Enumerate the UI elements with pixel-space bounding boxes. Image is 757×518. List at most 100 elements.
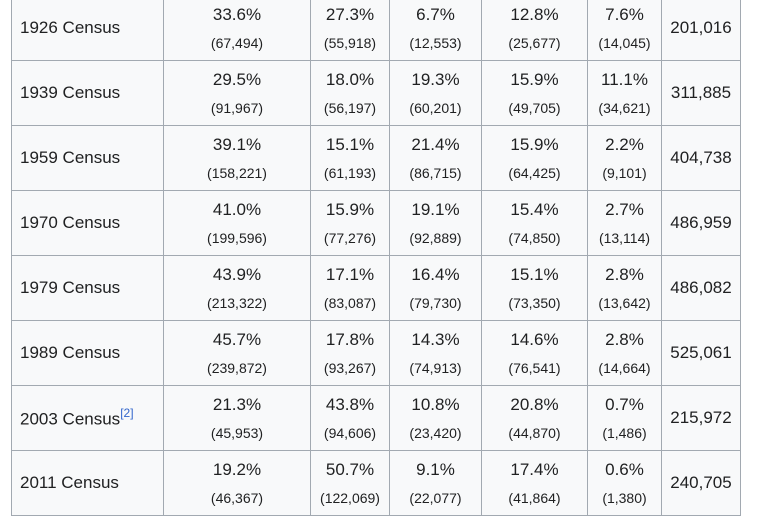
census-year-cell: 1959 Census <box>11 125 164 191</box>
census-year-label: 1926 Census <box>20 18 121 37</box>
percentage-cell: 2.2% (9,101) <box>587 125 662 191</box>
percentage-cell: 39.1% (158,221) <box>163 125 311 191</box>
census-year-cell: 1979 Census <box>11 255 164 321</box>
population-count: (86,715) <box>409 164 462 181</box>
percentage-cell: 43.9% (213,322) <box>163 255 311 321</box>
percentage-value: 2.8% <box>605 329 644 349</box>
percentage-cell: 6.7% (12,553) <box>389 0 482 61</box>
census-year-label: 1939 Census <box>20 83 121 102</box>
percentage-cell: 17.8% (93,267) <box>310 320 390 386</box>
percentage-value: 17.8% <box>325 329 375 349</box>
census-year-label: 1989 Census <box>20 343 121 362</box>
percentage-cell: 19.3% (60,201) <box>389 60 482 126</box>
percentage-cell: 15.1% (73,350) <box>481 255 588 321</box>
percentage-cell: 0.6% (1,380) <box>587 450 662 516</box>
percentage-value: 0.7% <box>605 394 644 414</box>
percentage-cell: 14.6% (76,541) <box>481 320 588 386</box>
population-count: (25,677) <box>508 34 561 51</box>
total-population-cell: 404,738 <box>661 125 741 191</box>
population-count: (61,193) <box>323 164 377 181</box>
percentage-value: 10.8% <box>411 394 460 414</box>
census-year-label: 1979 Census <box>20 278 121 297</box>
percentage-value: 15.4% <box>510 199 559 219</box>
census-year-cell: 1970 Census <box>11 190 164 256</box>
population-count: (73,350) <box>508 294 561 311</box>
total-population-cell: 201,016 <box>661 0 741 61</box>
census-year-cell: 1989 Census <box>11 320 164 386</box>
census-table-body: 1926 Census 33.6% (67,494) 27.3% (55,918) 6.7… <box>11 0 741 516</box>
population-count: (79,730) <box>409 294 462 311</box>
percentage-cell: 0.7% (1,486) <box>587 385 662 451</box>
population-count: (213,322) <box>207 294 267 311</box>
percentage-value: 15.9% <box>510 69 559 89</box>
percentage-cell: 17.4% (41,864) <box>481 450 588 516</box>
reference-link[interactable]: [2] <box>120 405 134 420</box>
total-population-cell: 215,972 <box>661 385 741 451</box>
table-row: 2011 Census 19.2% (46,367) 50.7% (122,069) 9.… <box>11 450 741 516</box>
population-count: (60,201) <box>409 99 462 116</box>
percentage-cell: 2.8% (13,642) <box>587 255 662 321</box>
percentage-cell: 15.9% (64,425) <box>481 125 588 191</box>
percentage-value: 39.1% <box>212 134 262 154</box>
percentage-value: 15.9% <box>510 134 559 154</box>
census-year-cell: 2003 Census[2] <box>11 385 164 451</box>
population-count: (45,953) <box>210 424 264 441</box>
population-count: (34,621) <box>598 99 651 116</box>
percentage-value: 45.7% <box>212 329 262 349</box>
percentage-cell: 9.1% (22,077) <box>389 450 482 516</box>
total-population-cell: 486,082 <box>661 255 741 321</box>
percentage-value: 50.7% <box>325 459 375 479</box>
percentage-cell: 14.3% (74,913) <box>389 320 482 386</box>
census-table: 1926 Census 33.6% (67,494) 27.3% (55,918) 6.7… <box>11 0 741 516</box>
table-row: 1970 Census 41.0% (199,596) 15.9% (77,276) 19… <box>11 190 741 256</box>
percentage-cell: 15.9% (49,705) <box>481 60 588 126</box>
census-year-label: 2011 Census <box>20 473 119 492</box>
population-count: (55,918) <box>323 34 377 51</box>
percentage-value: 6.7% <box>416 4 455 24</box>
population-count: (64,425) <box>508 164 561 181</box>
percentage-cell: 18.0% (56,197) <box>310 60 390 126</box>
percentage-cell: 17.1% (83,087) <box>310 255 390 321</box>
population-count: (44,870) <box>508 424 561 441</box>
population-count: (67,494) <box>210 34 264 51</box>
percentage-cell: 43.8% (94,606) <box>310 385 390 451</box>
percentage-value: 19.2% <box>212 459 262 479</box>
percentage-value: 11.1% <box>601 69 648 89</box>
percentage-value: 41.0% <box>212 199 262 219</box>
percentage-value: 15.9% <box>325 199 375 219</box>
percentage-cell: 27.3% (55,918) <box>310 0 390 61</box>
population-count: (9,101) <box>602 164 647 181</box>
percentage-cell: 45.7% (239,872) <box>163 320 311 386</box>
table-row: 1939 Census 29.5% (91,967) 18.0% (56,197) 19.… <box>11 60 741 126</box>
percentage-cell: 21.4% (86,715) <box>389 125 482 191</box>
population-count: (91,967) <box>210 99 264 116</box>
percentage-cell: 19.2% (46,367) <box>163 450 311 516</box>
percentage-cell: 11.1% (34,621) <box>587 60 662 126</box>
population-count: (1,486) <box>602 424 647 441</box>
population-count: (76,541) <box>508 359 561 376</box>
census-year-label: 2003 Census <box>20 409 121 429</box>
percentage-cell: 15.4% (74,850) <box>481 190 588 256</box>
population-count: (77,276) <box>323 229 377 246</box>
percentage-value: 19.1% <box>411 199 460 219</box>
percentage-value: 14.6% <box>510 329 559 349</box>
percentage-cell: 50.7% (122,069) <box>310 450 390 516</box>
population-count: (92,889) <box>409 229 462 246</box>
percentage-cell: 2.7% (13,114) <box>587 190 662 256</box>
percentage-value: 43.9% <box>212 264 262 284</box>
percentage-value: 17.4% <box>510 459 559 479</box>
census-year-label: 1970 Census <box>20 213 121 232</box>
table-row: 1979 Census 43.9% (213,322) 17.1% (83,087) 16… <box>11 255 741 321</box>
population-count: (13,114) <box>598 229 651 246</box>
table-row: 1989 Census 45.7% (239,872) 17.8% (93,267) 14… <box>11 320 741 386</box>
table-row: 2003 Census[2] 21.3% (45,953) 43.8% (94,606)… <box>11 385 741 451</box>
percentage-cell: 41.0% (199,596) <box>163 190 311 256</box>
table-row: 1926 Census 33.6% (67,494) 27.3% (55,918) 6.7… <box>11 0 741 61</box>
percentage-cell: 15.9% (77,276) <box>310 190 390 256</box>
percentage-value: 15.1% <box>325 134 375 154</box>
percentage-value: 15.1% <box>510 264 559 284</box>
population-count: (46,367) <box>210 489 264 506</box>
population-count: (94,606) <box>323 424 377 441</box>
percentage-cell: 10.8% (23,420) <box>389 385 482 451</box>
percentage-cell: 21.3% (45,953) <box>163 385 311 451</box>
